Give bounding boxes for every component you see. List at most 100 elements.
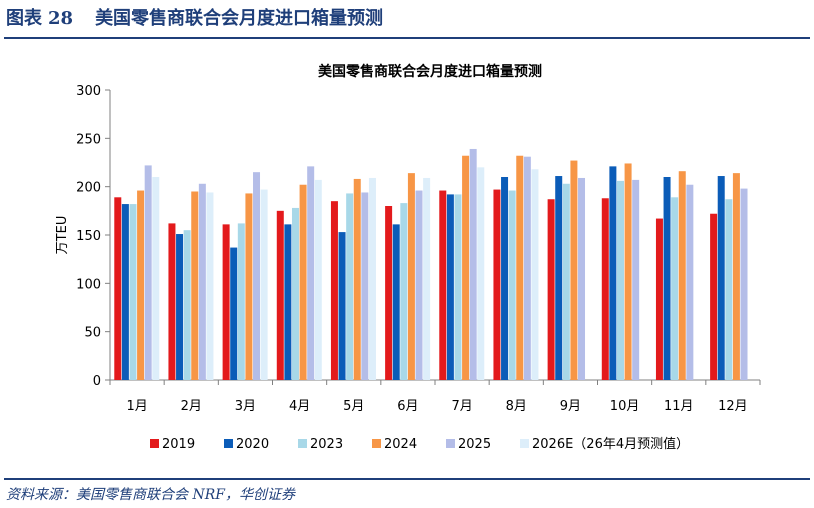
x-tick-label: 1月 bbox=[126, 399, 147, 414]
x-tick-label: 8月 bbox=[506, 399, 527, 414]
bar-2020-3 bbox=[230, 247, 238, 380]
bar-2020-4 bbox=[284, 224, 292, 380]
legend-label: 2024 bbox=[384, 437, 417, 452]
bar-2020-5 bbox=[338, 232, 346, 380]
bar-2026E264-6 bbox=[423, 177, 431, 380]
bar-2023-10 bbox=[616, 180, 624, 380]
bar-2020-8 bbox=[501, 177, 509, 380]
bar-2019-3 bbox=[222, 224, 230, 380]
x-tick-label: 12月 bbox=[718, 399, 748, 414]
bar-2023-1 bbox=[129, 204, 137, 380]
bar-2023-5 bbox=[346, 193, 354, 380]
bar-2023-3 bbox=[237, 223, 245, 380]
bar-2023-11 bbox=[671, 197, 679, 380]
bar-2025-11 bbox=[686, 184, 694, 380]
bar-2023-7 bbox=[454, 194, 462, 380]
chart-title: 美国零售商联合会月度进口箱量预测 bbox=[318, 63, 542, 80]
bar-2026E264-7 bbox=[477, 167, 485, 380]
x-tick-label: 9月 bbox=[560, 399, 581, 414]
bar-2020-9 bbox=[555, 176, 563, 380]
bar-2025-6 bbox=[415, 190, 423, 380]
legend-label: 2025 bbox=[458, 437, 491, 452]
bar-2020-6 bbox=[392, 224, 400, 380]
bar-2023-8 bbox=[508, 190, 516, 380]
bar-2019-5 bbox=[330, 201, 338, 380]
bar-2024-2 bbox=[191, 191, 199, 380]
bar-2020-1 bbox=[121, 204, 129, 380]
y-tick-label: 200 bbox=[76, 181, 101, 196]
y-axis-label: 万TEU bbox=[55, 216, 70, 255]
bar-2024-7 bbox=[462, 155, 470, 380]
bar-2019-1 bbox=[114, 197, 122, 380]
legend-swatch bbox=[372, 439, 381, 448]
legend-label: 2019 bbox=[162, 437, 195, 452]
y-tick-label: 0 bbox=[93, 374, 101, 389]
x-tick-label: 2月 bbox=[181, 399, 202, 414]
bar-chart: 美国零售商联合会月度进口箱量预测 0 50 100 150 200 250 300 万TEU 1月… bbox=[55, 63, 761, 452]
bar-2025-2 bbox=[198, 183, 206, 380]
x-tick-label: 3月 bbox=[235, 399, 256, 414]
source-note: 资料来源：美国零售商联合会 NRF，华创证券 bbox=[6, 487, 295, 503]
bar-2024-12 bbox=[732, 173, 740, 380]
bar-2019-10 bbox=[601, 198, 609, 380]
bar-2024-10 bbox=[624, 163, 632, 380]
bar-2023-12 bbox=[725, 199, 733, 380]
bar-2024-5 bbox=[353, 178, 361, 380]
bar-2024-1 bbox=[137, 190, 145, 380]
bar-2026E264-2 bbox=[206, 192, 214, 380]
bar-2024-3 bbox=[245, 193, 253, 380]
bar-2023-4 bbox=[291, 207, 299, 380]
legend-label: 2023 bbox=[310, 437, 343, 452]
bar-2026E264-1 bbox=[152, 177, 160, 380]
bar-2025-4 bbox=[307, 166, 315, 380]
bar-2020-7 bbox=[446, 194, 454, 380]
bar-2024-9 bbox=[570, 160, 578, 380]
bar-2023-6 bbox=[400, 203, 408, 380]
legend-label: 2020 bbox=[236, 437, 269, 452]
y-tick-label: 300 bbox=[76, 84, 101, 99]
bar-2019-11 bbox=[655, 218, 663, 380]
figure-number: 28 bbox=[48, 8, 74, 29]
legend-swatch bbox=[224, 439, 233, 448]
figure-title: 美国零售商联合会月度进口箱量预测 bbox=[95, 8, 384, 29]
bar-2026E264-5 bbox=[368, 177, 376, 380]
x-tick-label: 11月 bbox=[664, 399, 694, 414]
bar-2025-3 bbox=[253, 172, 261, 380]
legend-swatch bbox=[446, 439, 455, 448]
y-tick-label: 100 bbox=[76, 277, 101, 292]
bar-2020-11 bbox=[663, 177, 671, 380]
bar-2020-12 bbox=[717, 176, 725, 380]
bar-2019-9 bbox=[547, 199, 555, 380]
x-tick-label: 6月 bbox=[397, 399, 418, 414]
figure-header: 图表 28 美国零售商联合会月度进口箱量预测 bbox=[6, 4, 383, 32]
bar-2024-8 bbox=[516, 155, 524, 380]
bar-2024-6 bbox=[407, 173, 415, 380]
bar-2020-2 bbox=[176, 234, 184, 380]
legend-label: 2026E（26年4月预测值） bbox=[532, 436, 689, 452]
legend-swatch bbox=[298, 439, 307, 448]
bar-2025-12 bbox=[740, 188, 748, 380]
y-tick-label: 250 bbox=[76, 132, 101, 147]
footer-rule bbox=[4, 478, 810, 480]
y-tick-label: 150 bbox=[76, 229, 101, 244]
bar-2019-8 bbox=[493, 189, 501, 380]
x-tick-label: 10月 bbox=[610, 399, 640, 414]
header-rule bbox=[4, 37, 810, 39]
bar-2026E264-8 bbox=[531, 169, 539, 380]
bar-2024-4 bbox=[299, 184, 307, 380]
x-tick-label: 7月 bbox=[451, 399, 472, 414]
bar-2019-6 bbox=[385, 206, 393, 380]
bar-2025-1 bbox=[144, 165, 152, 380]
x-tick-label: 5月 bbox=[343, 399, 364, 414]
bar-2025-8 bbox=[523, 156, 531, 380]
bar-2019-12 bbox=[710, 213, 718, 380]
bar-2025-7 bbox=[469, 148, 477, 380]
bar-2024-11 bbox=[678, 171, 686, 380]
legend-swatch bbox=[520, 439, 529, 448]
legend-swatch bbox=[150, 439, 159, 448]
bar-2023-2 bbox=[183, 230, 191, 380]
x-tick-label: 4月 bbox=[289, 399, 310, 414]
bar-2019-7 bbox=[439, 190, 447, 380]
bar-2026E264-3 bbox=[260, 189, 268, 380]
y-tick-label: 50 bbox=[84, 326, 101, 341]
